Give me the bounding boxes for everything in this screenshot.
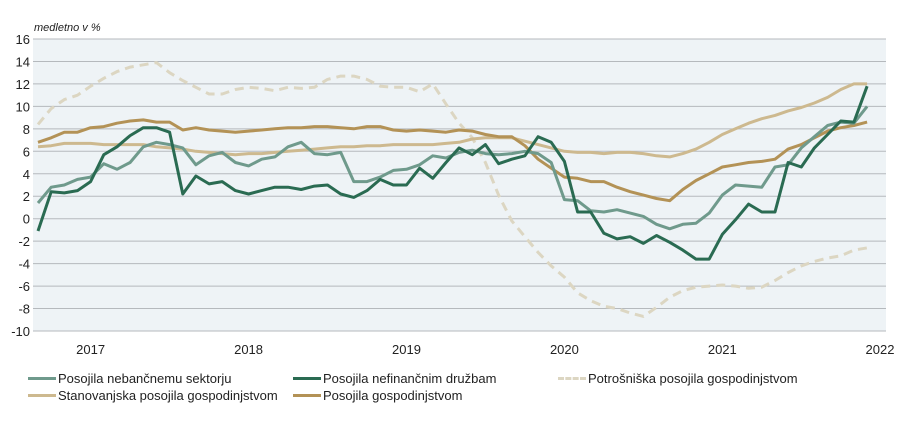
series-lines [36, 61, 869, 318]
y-tick-label: -4 [18, 257, 30, 272]
y-tick-label: -2 [18, 234, 30, 249]
legend-label: Posojila nefinančnim družbam [323, 371, 497, 386]
y-tick-label: -10 [11, 324, 30, 339]
plot-area-background [33, 39, 886, 331]
x-tick-label: 2021 [708, 342, 737, 357]
series-line-2 [36, 61, 868, 318]
y-tick-label: 10 [16, 99, 30, 114]
x-tick-label: 2018 [234, 342, 263, 357]
series-line-3 [37, 82, 868, 159]
legend-swatch [558, 377, 586, 380]
legend-label: Posojila nebančnemu sektorju [58, 371, 232, 386]
series-line-1 [36, 85, 869, 261]
legend-swatch [28, 394, 56, 397]
legend-item: Potrošniška posojila gospodinjstvom [558, 371, 798, 386]
legend-label: Stanovanjska posojila gospodinjstvom [58, 388, 278, 403]
y-tick-label: 16 [16, 32, 30, 47]
legend-item: Posojila nebančnemu sektorju [28, 371, 231, 386]
legend-swatch [28, 377, 56, 380]
legend-label: Potrošniška posojila gospodinjstvom [588, 371, 798, 386]
x-tick-label: 2019 [392, 342, 421, 357]
x-tick-label: 2022 [866, 342, 895, 357]
legend-item: Posojila gospodinjstvom [293, 388, 462, 403]
unit-label: medletno v % [34, 22, 101, 34]
legend-label: Posojila gospodinjstvom [323, 388, 463, 403]
legend-item: Posojila nefinančnim družbam [293, 371, 496, 386]
y-tick-label: -6 [18, 279, 30, 294]
y-tick-label: 2 [23, 189, 30, 204]
x-tick-label: 2017 [76, 342, 105, 357]
y-tick-label: 4 [23, 167, 30, 182]
y-tick-label: 0 [23, 212, 30, 227]
y-tick-label: 6 [23, 144, 30, 159]
legend-swatch [293, 394, 321, 397]
legend-swatch [293, 377, 321, 380]
legend-item: Stanovanjska posojila gospodinjstvom [28, 388, 278, 403]
y-tick-label: 14 [16, 54, 30, 69]
y-axis-ticks: 16 14 12 10 8 6 4 2 0 -2 -4 -6 -8 -10 [11, 32, 30, 339]
y-tick-label: 12 [16, 77, 30, 92]
x-tick-label: 2020 [550, 342, 579, 357]
y-tick-label: -8 [18, 302, 30, 317]
y-tick-label: 8 [23, 122, 30, 137]
series-line-4 [37, 118, 868, 203]
x-axis-ticks: 2017 2018 2019 2020 2021 2022 [76, 342, 894, 357]
